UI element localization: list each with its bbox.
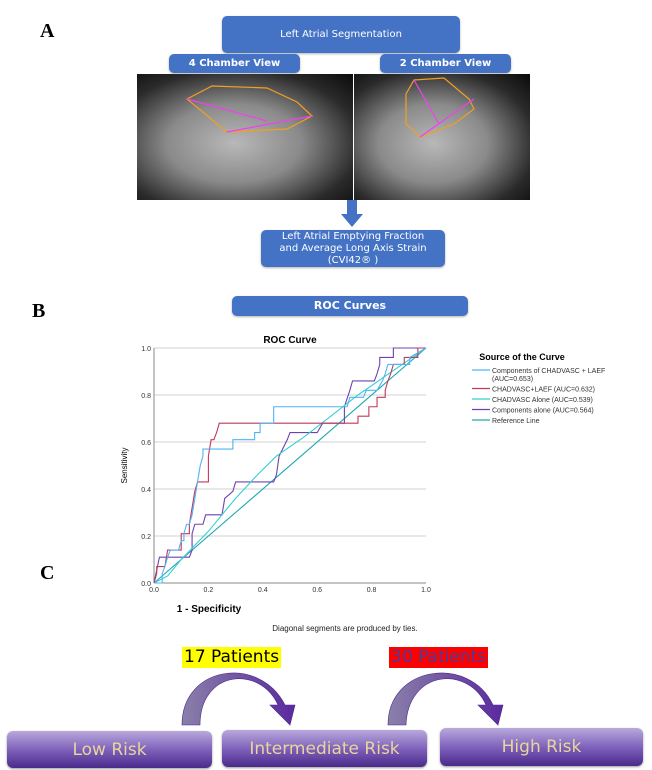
down-arrow-icon bbox=[341, 200, 363, 227]
segmentation-box: Left Atrial Segmentation bbox=[222, 16, 460, 53]
two-chamber-mri-image bbox=[354, 74, 530, 200]
result-line-2: and Average Long Axis Strain bbox=[279, 242, 427, 254]
segmentation-overlay bbox=[185, 85, 314, 133]
panel-label-b: B bbox=[32, 300, 46, 322]
y-tick-label: 1.0 bbox=[141, 346, 151, 353]
roc-curves-box: ROC Curves bbox=[232, 296, 468, 316]
panel-label-a: A bbox=[40, 20, 55, 42]
y-tick-label: 0.0 bbox=[141, 581, 151, 588]
risk-low-box: Low Risk bbox=[7, 731, 212, 768]
x-tick-label: 0.6 bbox=[312, 587, 322, 594]
emptying-fraction-box: Left Atrial Emptying Fraction and Averag… bbox=[261, 230, 445, 267]
result-line-1: Left Atrial Emptying Fraction bbox=[281, 230, 425, 242]
series-line bbox=[153, 347, 427, 584]
x-tick-label: 0.8 bbox=[367, 587, 377, 594]
x-tick-label: 0.0 bbox=[149, 587, 159, 594]
risk-intermediate-box: Intermediate Risk bbox=[222, 730, 427, 767]
transition-1-label: 17 Patients bbox=[182, 647, 282, 668]
legend-entry: Components of CHADVASC + LAEF bbox=[492, 368, 605, 375]
legend-entry: CHADVASC+LAEF (AUC=0.632) bbox=[492, 387, 595, 394]
series-line bbox=[153, 347, 427, 584]
four-chamber-mri-image bbox=[137, 74, 353, 200]
curved-arrow-icon bbox=[387, 672, 504, 726]
risk-high-box: High Risk bbox=[440, 728, 643, 766]
y-axis-label: Sensitivity bbox=[120, 447, 129, 483]
result-line-3: (CVI42® ) bbox=[327, 254, 379, 266]
legend-entry: CHADVASC Alone (AUC=0.539) bbox=[492, 397, 593, 404]
panel-label-c: C bbox=[40, 562, 55, 584]
curved-arrow-icon bbox=[181, 672, 296, 726]
segmentation-overlay bbox=[405, 77, 475, 138]
four-chamber-label: 4 Chamber View bbox=[169, 54, 300, 73]
roc-chart: 0.0 0.2 0.4 0.6 0.8 1.0 0.0 0.2 0.4 0.6 0.8 1.0 ROC … bbox=[120, 335, 605, 615]
series-line bbox=[153, 347, 426, 584]
y-tick-label: 0.4 bbox=[141, 487, 151, 494]
series-line bbox=[154, 347, 427, 584]
legend-entry: (AUC=0.653) bbox=[492, 376, 533, 383]
chart-footnote: Diagonal segments are produced by ties. bbox=[272, 624, 418, 633]
x-tick-label: 0.4 bbox=[258, 587, 268, 594]
chart-title: ROC Curve bbox=[263, 335, 317, 346]
two-chamber-label: 2 Chamber View bbox=[380, 54, 511, 73]
y-tick-label: 0.8 bbox=[141, 393, 151, 400]
legend-entry: Reference Line bbox=[492, 418, 540, 425]
y-tick-label: 0.2 bbox=[141, 534, 151, 541]
series-line bbox=[153, 347, 426, 584]
x-tick-label: 1.0 bbox=[421, 587, 431, 594]
x-axis-label: 1 - Specificity bbox=[177, 604, 242, 615]
x-tick-label: 0.2 bbox=[204, 587, 214, 594]
transition-arrows bbox=[181, 672, 504, 726]
transition-2-label: 30 Patients bbox=[389, 647, 489, 668]
legend-entry: Components alone (AUC=0.564) bbox=[492, 408, 594, 415]
legend-title: Source of the Curve bbox=[479, 352, 565, 362]
y-tick-label: 0.6 bbox=[141, 440, 151, 447]
